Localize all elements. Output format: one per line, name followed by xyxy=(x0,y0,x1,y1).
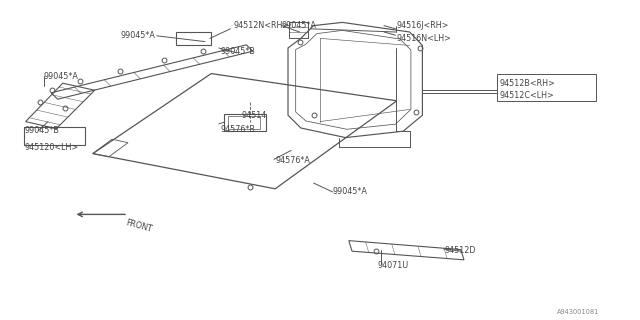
Text: 94576*A: 94576*A xyxy=(275,156,310,165)
Text: 94516N<LH>: 94516N<LH> xyxy=(397,34,452,43)
Text: 94576*B: 94576*B xyxy=(221,125,255,134)
Text: 99045*A: 99045*A xyxy=(333,188,367,196)
Text: 945120<LH>: 945120<LH> xyxy=(24,143,79,152)
Text: A943001081: A943001081 xyxy=(557,309,599,315)
Text: 94516J<RH>: 94516J<RH> xyxy=(397,21,449,30)
Text: FRONT: FRONT xyxy=(125,218,153,234)
Bar xyxy=(176,32,211,45)
Text: 99045*B: 99045*B xyxy=(221,47,255,56)
Bar xyxy=(224,114,266,131)
Bar xyxy=(497,74,596,101)
Text: 94512C<LH>: 94512C<LH> xyxy=(499,92,554,100)
Text: 94512B<RH>: 94512B<RH> xyxy=(499,79,555,88)
Text: 99045*B: 99045*B xyxy=(24,126,59,135)
Text: 94512N<RH>: 94512N<RH> xyxy=(234,21,290,30)
Text: 94512D: 94512D xyxy=(445,246,476,255)
Text: 94514: 94514 xyxy=(242,111,267,120)
Text: 99045*A: 99045*A xyxy=(120,31,155,40)
Text: 99045*A: 99045*A xyxy=(282,21,316,30)
Bar xyxy=(24,127,85,145)
Text: 99045*A: 99045*A xyxy=(44,72,78,81)
Text: 94071U: 94071U xyxy=(378,261,409,270)
Bar xyxy=(228,116,260,129)
